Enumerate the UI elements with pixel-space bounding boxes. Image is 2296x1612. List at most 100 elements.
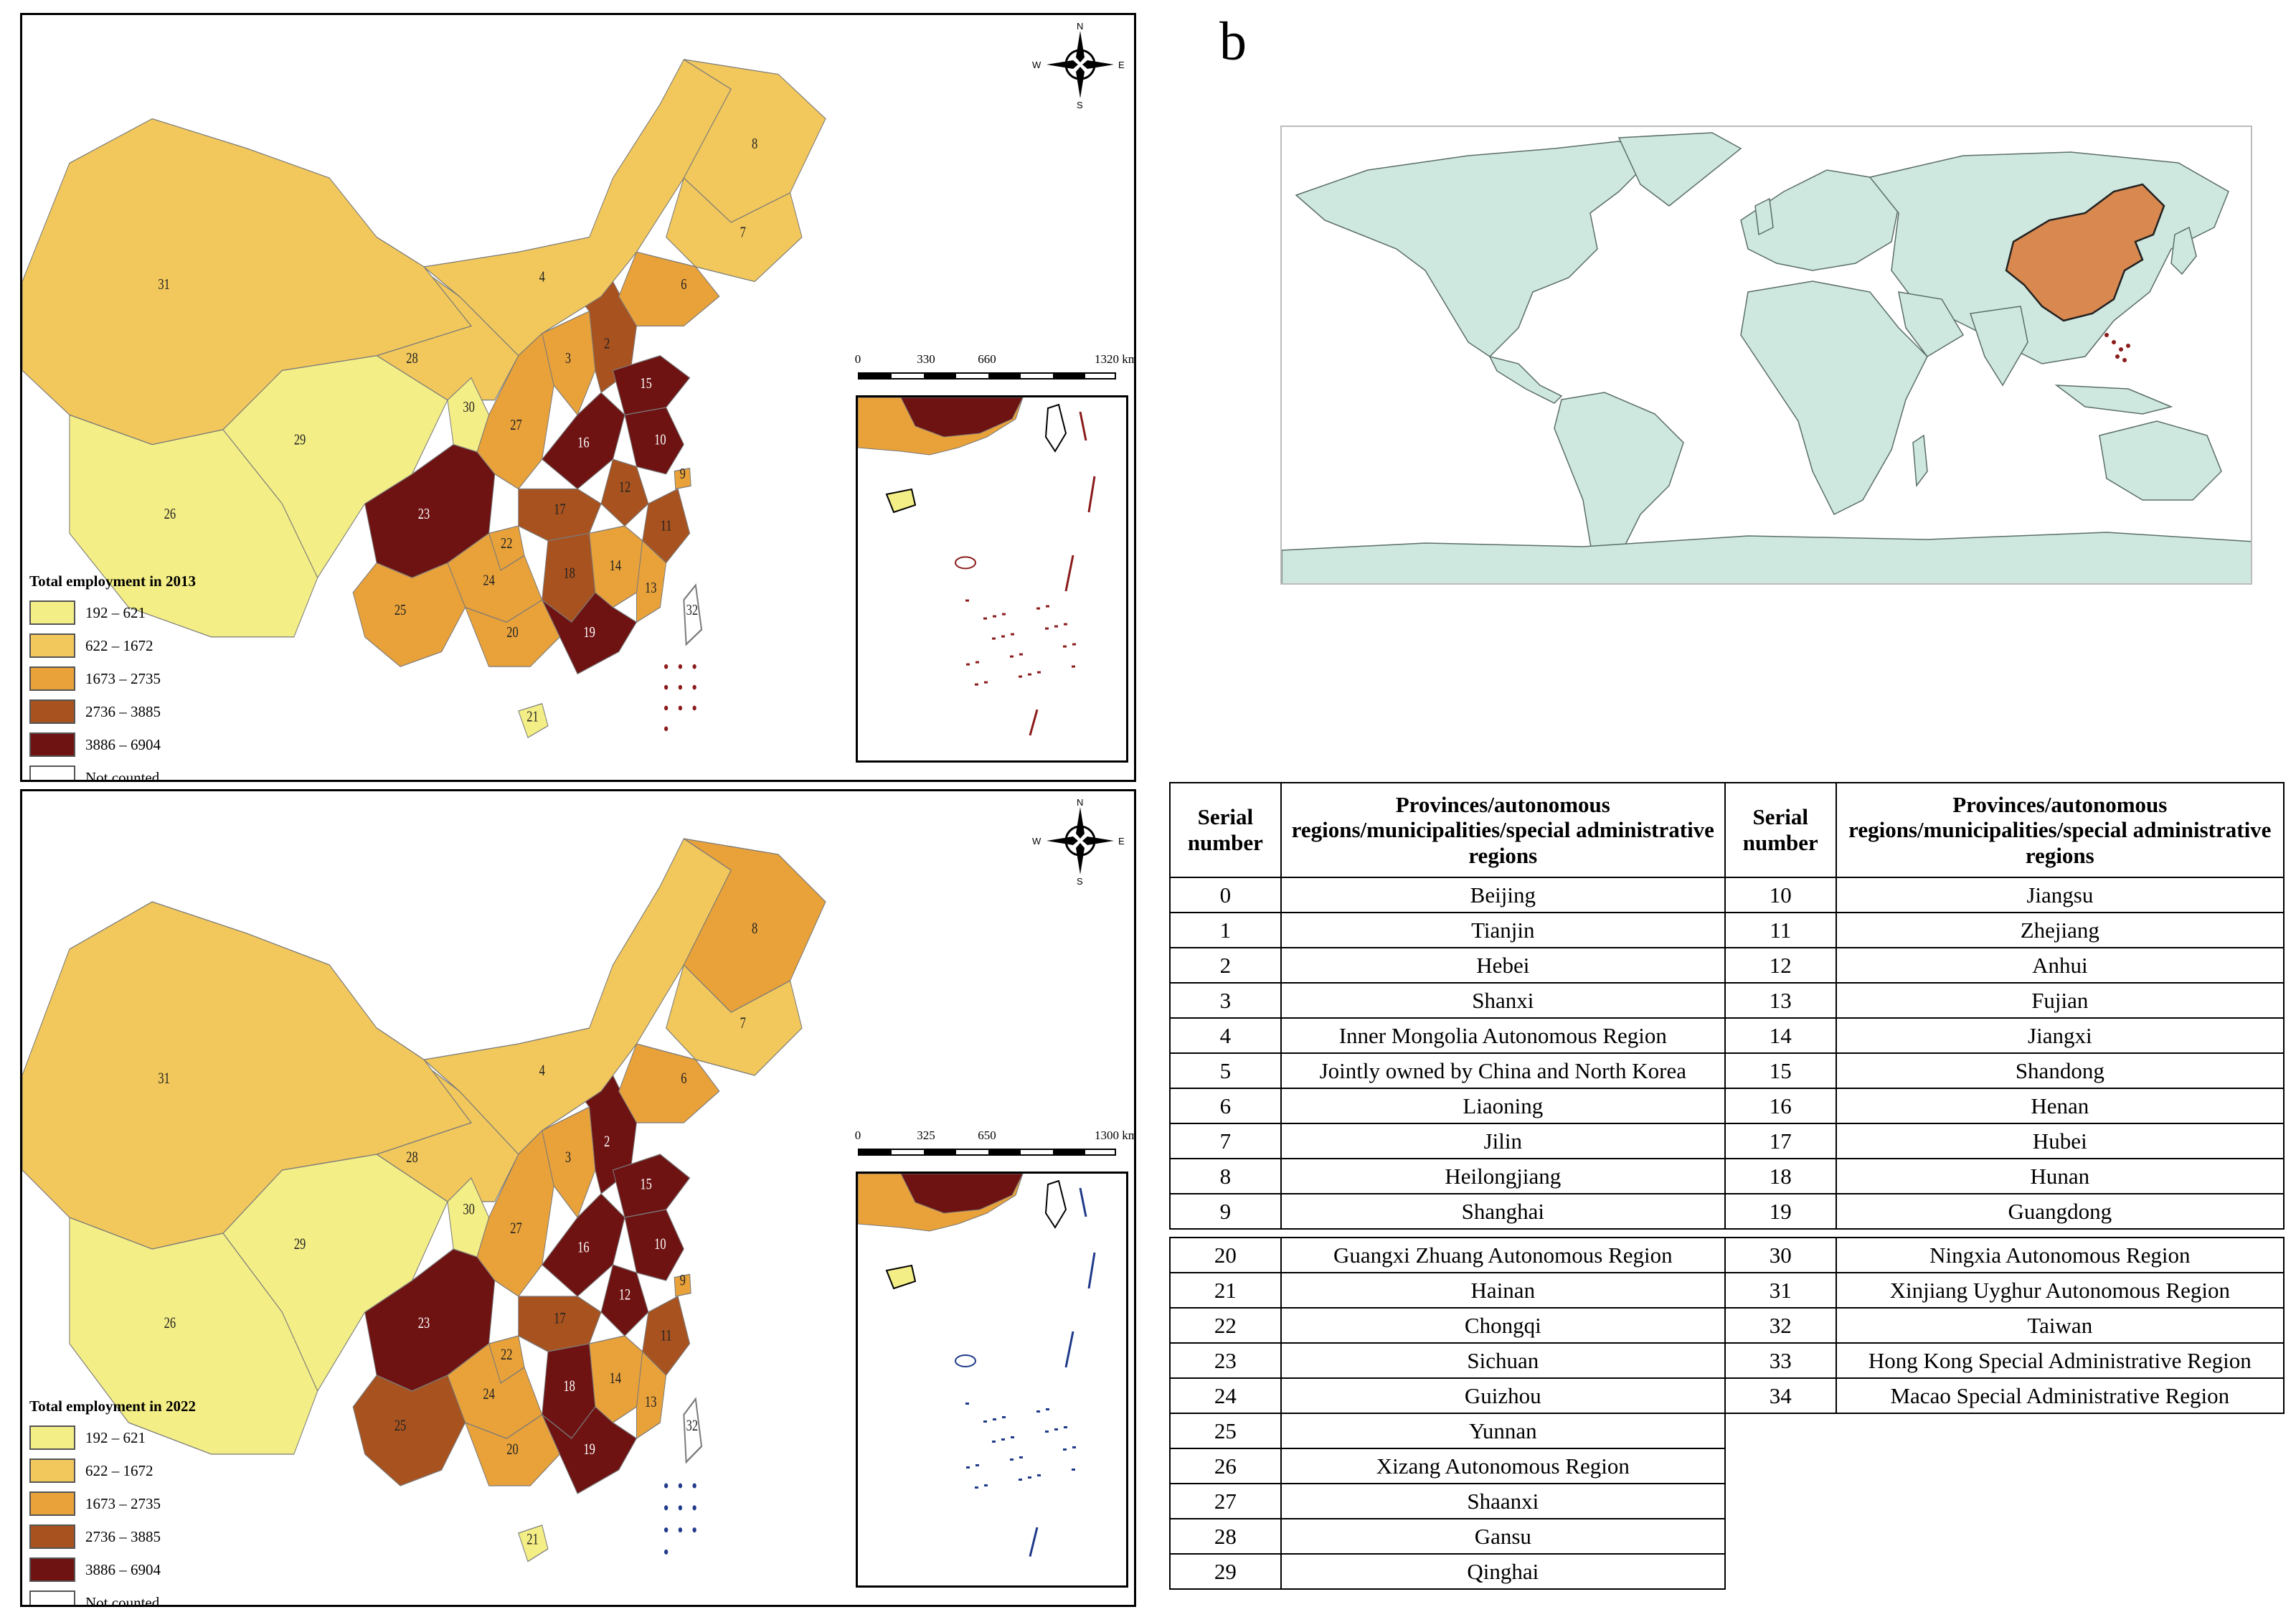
header-serial-right: Serial number [1724, 782, 1837, 878]
legend-swatch [29, 1458, 75, 1483]
region-name-cell: Zhejiang [1835, 912, 2285, 948]
serial-cell: 2 [1169, 947, 1282, 984]
table-row: 8 Heilongjiang 18 Hunan [1169, 1158, 2285, 1194]
table-row: 29 Qinghai [1169, 1553, 2284, 1590]
sea-island-dot [678, 1505, 683, 1511]
region-label-2: 2 [604, 1133, 610, 1151]
region-name-cell: Yunnan [1280, 1413, 1726, 1449]
region-label-32: 32 [686, 1418, 698, 1435]
legend-label: 3886 – 6904 [85, 1560, 161, 1578]
region-label-23: 23 [418, 1315, 430, 1332]
china-map-2013: 0123467891011121314151617181920212223242… [20, 13, 1136, 782]
table-header-row: Serial number Provinces/autonomous regio… [1169, 782, 2285, 878]
region-label-7: 7 [740, 1015, 746, 1032]
region-name-cell: Shandong [1835, 1052, 2285, 1089]
arabia-shape [1898, 291, 1965, 357]
legend-row: 622 – 1672 [29, 1454, 196, 1487]
sea-island-dot [664, 726, 669, 732]
legend-label: 192 – 621 [85, 603, 146, 621]
map-2013-legend: Total employment in 2013 192 – 621 622 – 1… [29, 572, 196, 780]
legend-swatch [29, 1557, 75, 1582]
serial-cell: 8 [1169, 1158, 1282, 1194]
region-label-31: 31 [158, 276, 169, 293]
region-label-29: 29 [294, 432, 306, 448]
region-9 [674, 467, 691, 490]
scale-tick-label: 1320 km [1095, 352, 1136, 366]
serial-cell: 28 [1169, 1518, 1282, 1555]
legend-label: 1673 – 2735 [85, 1494, 161, 1512]
legend-swatch [29, 1590, 75, 1605]
world-map [1280, 126, 2252, 585]
legend-swatch [29, 732, 75, 757]
region-label-3: 3 [565, 1149, 571, 1166]
compass-letter-s: S [1077, 100, 1083, 110]
sea-island-dot [664, 705, 669, 711]
region-label-4: 4 [539, 269, 546, 286]
serial-cell: 25 [1169, 1413, 1282, 1449]
region-31 [22, 118, 472, 446]
scale-bar-graphic [858, 1149, 1116, 1156]
table-row: 28 Gansu [1169, 1518, 2284, 1555]
region-name-cell: Beijing [1280, 877, 1726, 913]
legend-row: 1673 – 2735 [29, 1487, 196, 1520]
region-name-cell: Ningxia Autonomous Region [1835, 1237, 2285, 1273]
region-name-cell: Taiwan [1835, 1307, 2285, 1344]
region-label-30: 30 [463, 399, 474, 415]
map-2022-legend: Total employment in 2022 192 – 621 622 – 1… [29, 1397, 196, 1607]
region-label-12: 12 [619, 479, 630, 496]
compass-letter-n: N [1077, 797, 1084, 808]
table-row: 2 Hebei 12 Anhui [1169, 947, 2285, 984]
sea-island-dot [692, 1483, 696, 1489]
serial-cell: 17 [1724, 1123, 1837, 1159]
region-label-15: 15 [640, 1176, 651, 1193]
scale-tick-label: 0 [854, 1128, 861, 1142]
region-label-18: 18 [563, 1378, 575, 1395]
sea-island-dot [664, 1483, 669, 1489]
region-name-cell [1836, 1519, 2284, 1554]
map-2022-map-svg: 0123467891011121314151617181920212223242… [22, 838, 826, 1562]
serial-cell: 21 [1169, 1272, 1282, 1309]
table-row: 5 Jointly owned by China and North Korea 1… [1169, 1052, 2285, 1089]
sea-island-dot [692, 684, 696, 690]
table-row: 3 Shanxi 13 Fujian [1169, 982, 2285, 1019]
greenland-shape [1617, 132, 1742, 207]
sea-island-dot [664, 684, 669, 690]
table-row: 1 Tianjin 11 Zhejiang [1169, 912, 2285, 948]
region-name-cell: Gansu [1280, 1518, 1726, 1555]
region-label-25: 25 [395, 1418, 406, 1435]
table-row: 7 Jilin 17 Hubei [1169, 1123, 2285, 1159]
table-row: 22 Chongqi 32 Taiwan [1169, 1307, 2285, 1344]
region-label-21: 21 [526, 1531, 538, 1548]
madagascar-shape [1912, 434, 1928, 488]
region-label-14: 14 [610, 1370, 622, 1387]
region-30 [447, 1177, 490, 1258]
serial-cell: 22 [1169, 1307, 1282, 1344]
sea-island-dot [664, 1505, 669, 1511]
region-name-cell: Xizang Autonomous Region [1280, 1448, 1726, 1484]
australia-shape [2099, 420, 2222, 501]
north-america-shape [1295, 141, 1656, 357]
region-9 [674, 1273, 691, 1297]
sea-island-dot [692, 1505, 696, 1511]
serial-cell: 32 [1724, 1307, 1837, 1344]
region-name-cell: Macao Special Administrative Region [1835, 1377, 2285, 1414]
india-shape [1970, 306, 2028, 387]
sea-island-dot [692, 1527, 696, 1533]
region-label-22: 22 [501, 1347, 512, 1364]
region-name-cell: Shanghai [1280, 1193, 1726, 1230]
region-name-cell: Heilongjiang [1280, 1158, 1726, 1194]
legend-label: 622 – 1672 [85, 1461, 153, 1479]
legend-label: Not counted [85, 1593, 160, 1607]
region-label-24: 24 [483, 1386, 495, 1403]
serial-cell: 26 [1169, 1448, 1282, 1484]
region-24 [447, 1343, 543, 1439]
region-25 [352, 1375, 466, 1486]
sea-island-dot [692, 705, 696, 711]
serial-cell: 9 [1169, 1193, 1282, 1230]
region-label-13: 13 [645, 580, 656, 596]
sea-island-dot [664, 1549, 669, 1555]
region-label-6: 6 [681, 1070, 686, 1088]
region-label-18: 18 [563, 565, 575, 582]
compass-letter-e: E [1118, 836, 1125, 847]
serial-cell [1725, 1554, 1836, 1589]
